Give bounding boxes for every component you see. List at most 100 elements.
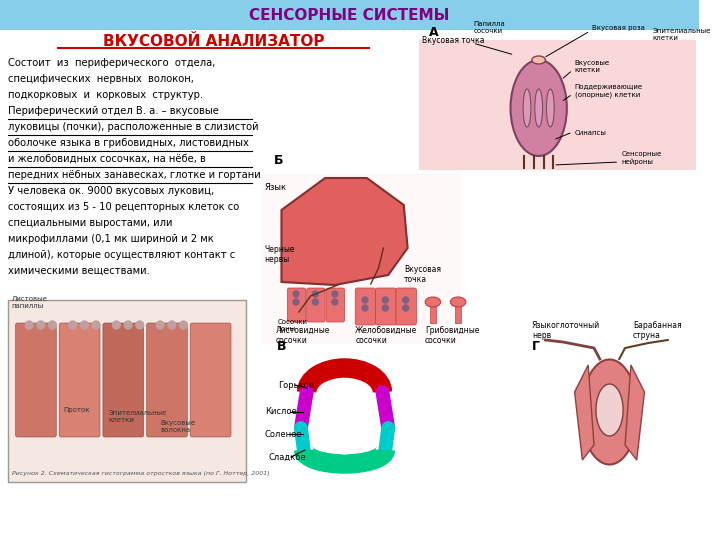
Text: Эпителиальные
клетки: Эпителиальные клетки xyxy=(109,410,167,423)
Polygon shape xyxy=(282,178,408,285)
Ellipse shape xyxy=(510,60,567,156)
FancyBboxPatch shape xyxy=(190,323,231,437)
Text: Папилла
сосочки: Папилла сосочки xyxy=(474,21,505,34)
FancyBboxPatch shape xyxy=(307,288,325,322)
Text: луковицы (почки), расположенные в слизистой: луковицы (почки), расположенные в слизис… xyxy=(8,122,258,132)
Circle shape xyxy=(402,297,409,303)
Text: Синапсы: Синапсы xyxy=(575,130,606,136)
Text: Горькое: Горькое xyxy=(279,381,315,390)
Circle shape xyxy=(312,291,318,297)
FancyBboxPatch shape xyxy=(455,305,461,323)
FancyBboxPatch shape xyxy=(419,40,696,170)
Circle shape xyxy=(362,305,368,311)
Circle shape xyxy=(136,321,144,329)
Circle shape xyxy=(168,321,176,329)
Text: Вкусовая роза: Вкусовая роза xyxy=(592,25,645,31)
Text: Сосочки
зоны: Сосочки зоны xyxy=(278,319,307,332)
Text: Барабанная
струна: Барабанная струна xyxy=(633,321,681,340)
Circle shape xyxy=(92,321,100,329)
Polygon shape xyxy=(625,365,644,460)
Circle shape xyxy=(382,297,388,303)
Circle shape xyxy=(156,321,164,329)
Ellipse shape xyxy=(450,297,466,307)
Text: оболочке языка в грибовидных, листовидных: оболочке языка в грибовидных, листовидны… xyxy=(8,138,248,148)
Circle shape xyxy=(362,297,368,303)
Circle shape xyxy=(48,321,56,329)
FancyBboxPatch shape xyxy=(103,323,144,437)
Text: В: В xyxy=(276,340,286,353)
Text: Поддерживающие
(опорные) клетки: Поддерживающие (опорные) клетки xyxy=(575,84,643,98)
Text: Листовидные
сосочки: Листовидные сосочки xyxy=(276,326,330,345)
Circle shape xyxy=(402,305,409,311)
Text: и желобовидных сосочках, на нёбе, в: и желобовидных сосочках, на нёбе, в xyxy=(8,154,206,164)
Text: Соленое: Соленое xyxy=(264,430,302,439)
Text: передних нёбных занавесках, глотке и гортани.: передних нёбных занавесках, глотке и гор… xyxy=(8,170,264,180)
Circle shape xyxy=(125,321,132,329)
Text: Листовые
папиллы: Листовые папиллы xyxy=(12,296,48,309)
Text: Вкусовая точка: Вкусовая точка xyxy=(422,36,485,45)
FancyBboxPatch shape xyxy=(0,0,699,30)
Text: А: А xyxy=(429,26,438,39)
Ellipse shape xyxy=(320,389,370,455)
FancyBboxPatch shape xyxy=(147,323,187,437)
Circle shape xyxy=(293,299,299,305)
Text: Вкусовая
точка: Вкусовая точка xyxy=(404,265,441,284)
Text: Желобовидные
сосочки: Желобовидные сосочки xyxy=(355,326,418,345)
Circle shape xyxy=(332,291,338,297)
Text: Рисунок 2. Схематическая гистограмма отростков языка (по Г. Ноттер, 2001): Рисунок 2. Схематическая гистограмма отр… xyxy=(12,471,269,476)
Circle shape xyxy=(37,321,45,329)
Circle shape xyxy=(179,321,187,329)
Polygon shape xyxy=(575,365,594,460)
FancyBboxPatch shape xyxy=(8,300,246,482)
FancyBboxPatch shape xyxy=(16,323,56,437)
Circle shape xyxy=(312,299,318,305)
Circle shape xyxy=(332,299,338,305)
Text: Черные
нервы: Черные нервы xyxy=(264,245,294,264)
Circle shape xyxy=(81,321,89,329)
Text: Эпителиальные
клетки: Эпителиальные клетки xyxy=(652,28,711,41)
FancyBboxPatch shape xyxy=(287,288,306,322)
Text: Кислое: Кислое xyxy=(265,407,297,416)
FancyBboxPatch shape xyxy=(355,288,376,325)
Ellipse shape xyxy=(596,384,623,436)
Text: Языкоглоточный
нерв: Языкоглоточный нерв xyxy=(532,321,600,340)
Text: специфических  нервных  волокон,: специфических нервных волокон, xyxy=(8,74,194,84)
Ellipse shape xyxy=(581,360,638,464)
Text: Б: Б xyxy=(274,154,283,167)
Text: Периферический отдел В. а. – вкусовые: Периферический отдел В. а. – вкусовые xyxy=(8,106,219,116)
Text: химическими веществами.: химическими веществами. xyxy=(8,266,150,276)
Circle shape xyxy=(112,321,120,329)
Text: Язык: Язык xyxy=(264,183,286,192)
Ellipse shape xyxy=(425,297,441,307)
FancyBboxPatch shape xyxy=(396,288,416,325)
FancyBboxPatch shape xyxy=(326,288,345,322)
Circle shape xyxy=(69,321,76,329)
Circle shape xyxy=(382,305,388,311)
FancyBboxPatch shape xyxy=(262,174,461,344)
Text: Грибовидные
сосочки: Грибовидные сосочки xyxy=(425,326,480,345)
Text: Вкусовые
волокна: Вкусовые волокна xyxy=(160,420,195,433)
Text: Г: Г xyxy=(532,340,540,353)
Text: ВКУСОВОЙ АНАЛИЗАТОР: ВКУСОВОЙ АНАЛИЗАТОР xyxy=(103,35,324,50)
Text: Сенсорные
нейроны: Сенсорные нейроны xyxy=(621,151,662,165)
Circle shape xyxy=(293,291,299,297)
Text: состоящих из 5 - 10 рецепторных клеток со: состоящих из 5 - 10 рецепторных клеток с… xyxy=(8,202,239,212)
Text: длиной), которые осуществляют контакт с: длиной), которые осуществляют контакт с xyxy=(8,250,235,260)
Text: Состоит  из  периферического  отдела,: Состоит из периферического отдела, xyxy=(8,58,215,68)
Ellipse shape xyxy=(523,89,531,127)
Text: У человека ок. 9000 вкусовых луковиц,: У человека ок. 9000 вкусовых луковиц, xyxy=(8,186,214,196)
Ellipse shape xyxy=(535,89,543,127)
FancyBboxPatch shape xyxy=(376,288,396,325)
Ellipse shape xyxy=(532,56,546,64)
Ellipse shape xyxy=(546,89,554,127)
Circle shape xyxy=(25,321,33,329)
FancyBboxPatch shape xyxy=(430,305,436,323)
FancyBboxPatch shape xyxy=(59,323,100,437)
Text: подкорковых  и  корковых  структур.: подкорковых и корковых структур. xyxy=(8,90,203,100)
Text: специальными выростами, или: специальными выростами, или xyxy=(8,218,172,228)
Text: Вкусовые
клетки: Вкусовые клетки xyxy=(575,60,610,73)
Text: Сладкое: Сладкое xyxy=(269,453,307,462)
Text: Проток: Проток xyxy=(63,407,89,413)
Text: микрофиллами (0,1 мк шириной и 2 мк: микрофиллами (0,1 мк шириной и 2 мк xyxy=(8,234,214,244)
Text: СЕНСОРНЫЕ СИСТЕМЫ: СЕНСОРНЫЕ СИСТЕМЫ xyxy=(249,8,449,23)
